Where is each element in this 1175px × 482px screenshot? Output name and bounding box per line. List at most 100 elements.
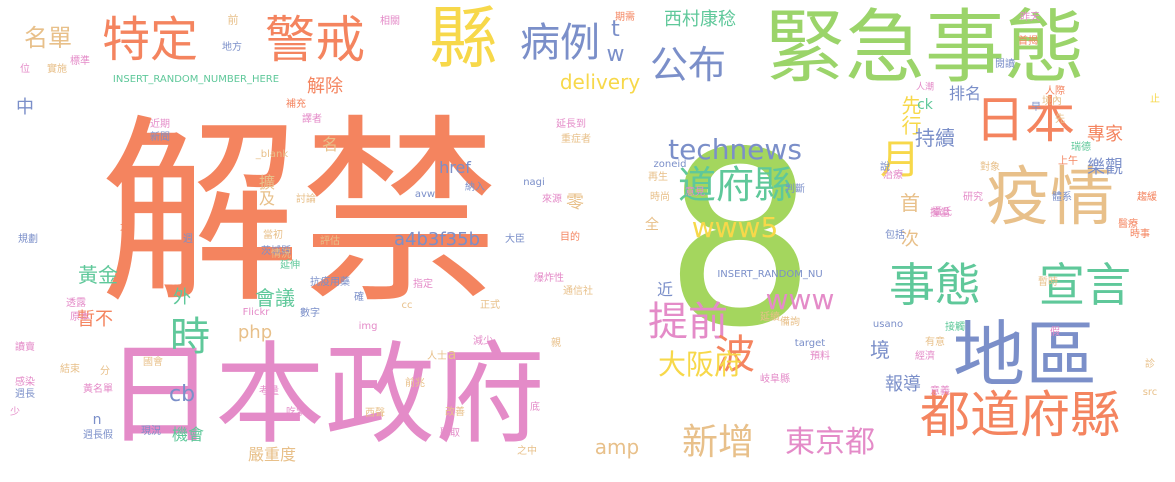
word-10: 事態 — [889, 258, 981, 312]
word-155: 說 — [880, 162, 890, 173]
word-img: img — [358, 321, 378, 332]
word-15: 道府縣 — [677, 163, 793, 207]
word-19: 波 — [715, 332, 755, 378]
word-136: 備詢 — [780, 317, 800, 328]
word-105: 指定 — [413, 279, 433, 290]
word-90: 意見 — [685, 187, 705, 198]
word-122: 前兆 — [405, 378, 425, 389]
word-95: 茨城縣 — [261, 246, 291, 257]
word-26: 西村康稔 — [664, 9, 736, 30]
word-53: 中 — [16, 97, 34, 118]
word-44: 黃金 — [78, 263, 118, 287]
word-href: href — [439, 158, 471, 177]
word-6: 特定 — [101, 12, 199, 68]
word-nagi: nagi — [523, 177, 545, 188]
word-142: 有意 — [925, 337, 945, 348]
word-www5: www5 — [691, 211, 779, 244]
word-158: 上午 — [1058, 156, 1078, 167]
word-a: a — [447, 347, 457, 363]
word-121: 黃名單 — [83, 384, 113, 395]
word-45: 外 — [173, 287, 191, 308]
word-98: 延伸 — [280, 260, 300, 271]
word-162: 境內 — [1042, 96, 1062, 107]
word-94: 週 — [183, 234, 193, 245]
word-a4b3f35b: a4b3f35b — [393, 229, 481, 250]
word-138: 預料 — [810, 351, 830, 362]
word-11: 宣言 — [1039, 258, 1131, 312]
word-77: 譯者 — [302, 114, 322, 125]
word-118: 國會 — [143, 357, 163, 368]
word-flickr: Flickr — [242, 307, 270, 318]
word-151: 趨緩 — [1137, 192, 1157, 203]
word-13: 都道府縣 — [920, 386, 1120, 444]
word-67: 首揭 — [1018, 36, 1038, 47]
word-www: www — [765, 283, 835, 316]
word-161: 先 — [1055, 114, 1065, 125]
word-35: 樂觀 — [1087, 157, 1123, 178]
word-amp: amp — [594, 435, 640, 459]
word-25: 月 — [880, 137, 920, 183]
word-70: 人際 — [1045, 86, 1065, 97]
word-76: 新聞 — [150, 132, 170, 143]
word-72: 標準 — [70, 56, 90, 67]
word-66: 昨天 — [1020, 12, 1040, 23]
word-insert-random-number-here: INSERT_RANDOM_NUMBER_HERE — [112, 74, 280, 85]
word-144: 意義 — [930, 386, 950, 397]
word-14: 公布 — [649, 43, 727, 87]
word-71: 止 — [1150, 94, 1160, 105]
word-23: 東京都 — [785, 425, 875, 460]
word-152: 體系 — [1052, 192, 1072, 203]
word-139: 岐阜縣 — [760, 374, 790, 385]
word-32: 持續 — [915, 126, 955, 150]
word-78: 補充 — [286, 99, 306, 110]
word-101: 目的 — [560, 232, 580, 243]
word-43: 擴及 — [256, 174, 275, 206]
word-108: 原本 — [70, 312, 90, 323]
word-120: 分 — [100, 366, 110, 377]
word-29: 名單 — [24, 24, 72, 52]
word-n: n — [92, 412, 102, 428]
word-20: 大阪府 — [657, 348, 743, 381]
word-49: 暫不 — [77, 309, 113, 330]
word-blank: _blank — [255, 149, 289, 160]
word-src: src — [1142, 387, 1158, 398]
word-cb: cb — [168, 382, 196, 407]
word-39: 報導 — [885, 374, 921, 395]
word-79: 延長到 — [556, 119, 586, 130]
word-5: 警戒 — [265, 11, 365, 69]
word-34: 排名 — [948, 84, 982, 103]
word-92: 規劃 — [18, 234, 38, 245]
word-147: 假 — [1050, 327, 1060, 338]
word-126: 吃緊 — [286, 407, 306, 418]
word-8: 8 — [663, 100, 817, 380]
word-php: php — [237, 322, 273, 343]
word-usano: usano — [872, 319, 904, 330]
word-24: 時 — [170, 314, 210, 360]
word-149: 時事 — [1130, 229, 1150, 240]
word-0: 解禁 — [99, 98, 501, 331]
word-18: 提前 — [648, 299, 728, 345]
word-102: 抗疫用藥 — [310, 277, 350, 288]
word-96: 當初 — [263, 230, 283, 241]
word-31: 先行 — [898, 95, 922, 135]
word-cc: cc — [401, 300, 413, 311]
word-89: 時尚 — [650, 192, 670, 203]
word-46: 會議 — [255, 286, 295, 310]
word-124: 週長 — [15, 389, 35, 400]
word-150: 醫療 — [1118, 219, 1138, 230]
word-93: 太 — [120, 222, 130, 233]
word-146: 診 — [1145, 359, 1155, 370]
word-117: 讀賣 — [15, 342, 35, 353]
word-106: 通信社 — [563, 286, 593, 297]
word-52: 嚴重度 — [247, 445, 297, 464]
word-54: 近 — [656, 280, 674, 299]
word-91: 判斷 — [785, 184, 805, 195]
word-86: 來源 — [542, 194, 562, 205]
word-avw: avw — [414, 189, 436, 200]
word-104: 確 — [354, 292, 364, 303]
word-115: 減少 — [473, 336, 493, 347]
word-119: 結束 — [60, 364, 80, 375]
word-insert-random-nu: INSERT_RANDOM_NU — [717, 269, 823, 280]
word-135: 延續 — [760, 312, 780, 323]
word-64: 相關 — [380, 16, 400, 27]
